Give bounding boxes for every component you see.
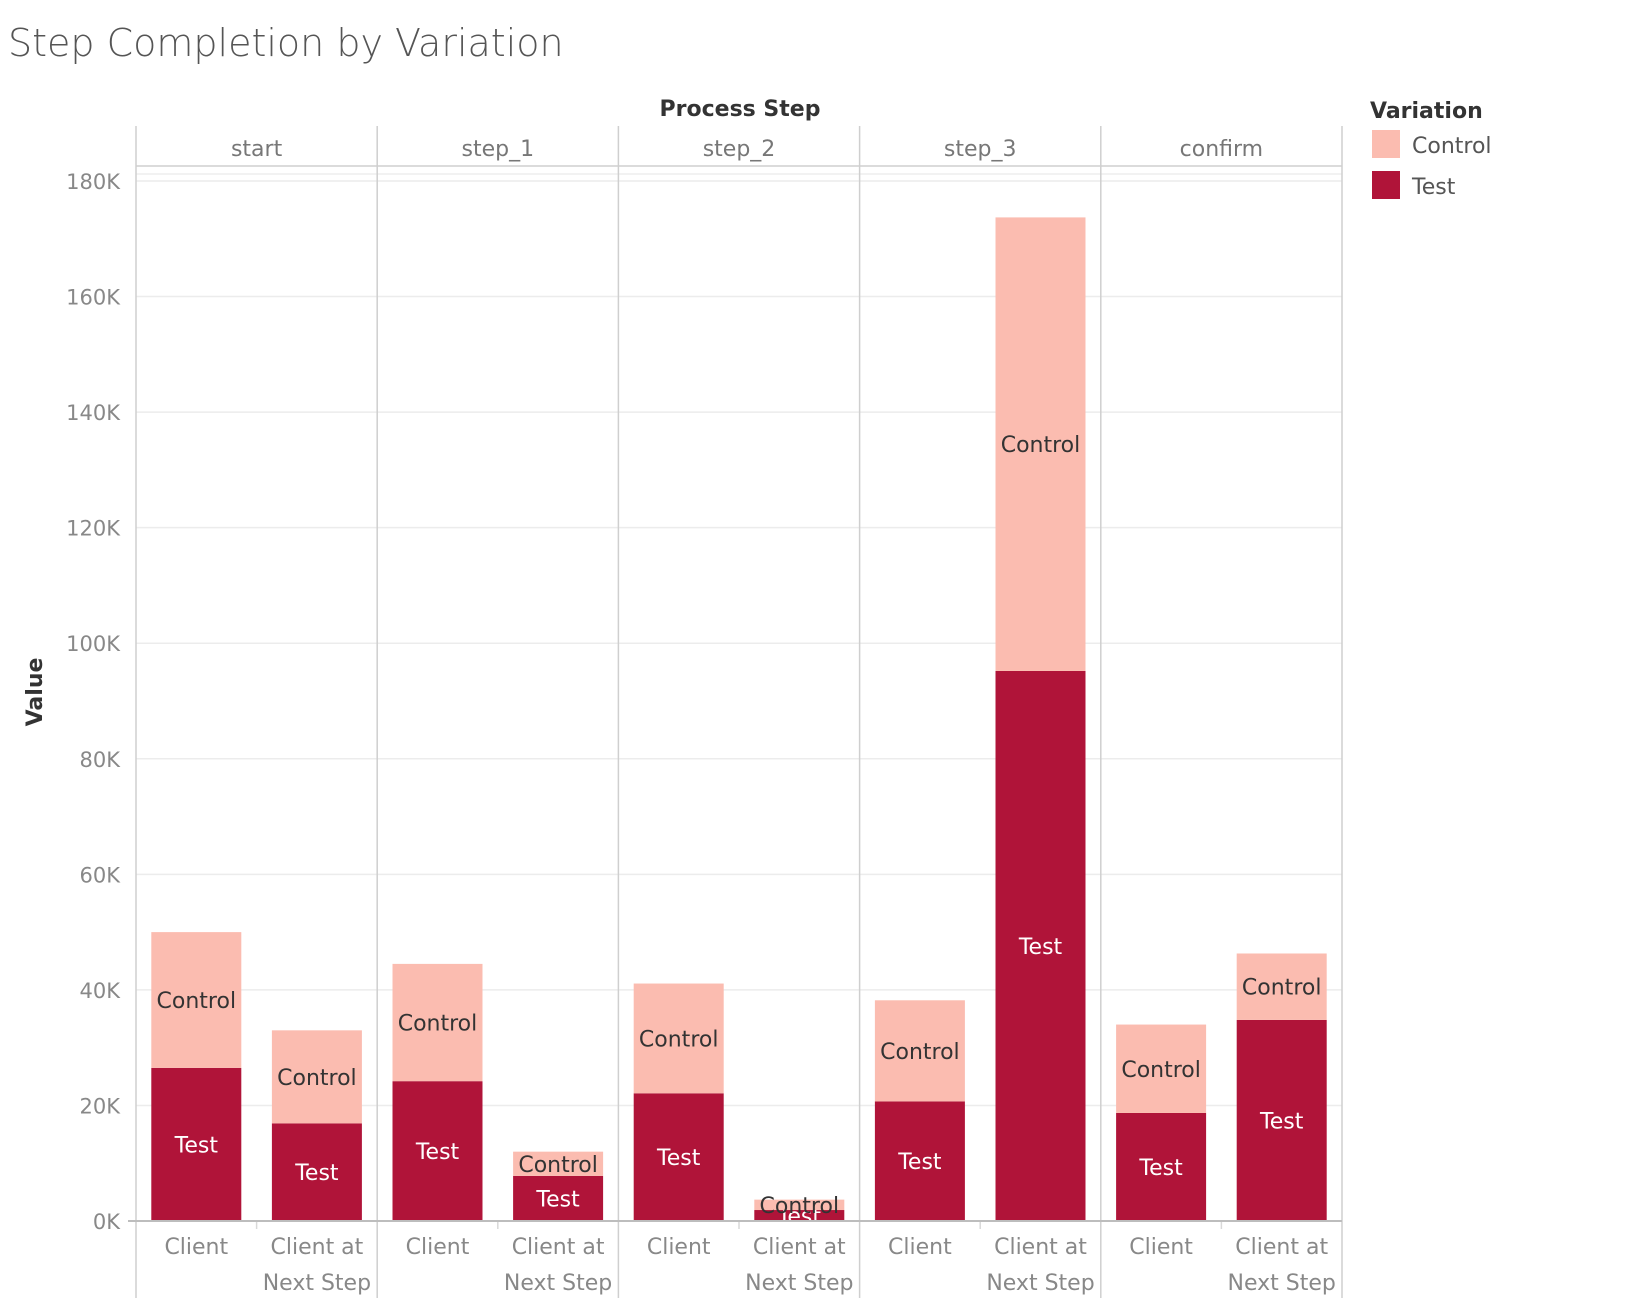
bar-segment-test [754, 1210, 845, 1221]
x-category-label: Next Step [745, 1271, 853, 1296]
x-category-label: Client at [994, 1235, 1087, 1260]
legend-label: Test [1411, 175, 1456, 200]
panel-label: confirm [1180, 137, 1263, 162]
bar-segment-control [1236, 953, 1327, 1020]
segment-label: Test [656, 1146, 701, 1171]
bar-segment-test [271, 1123, 362, 1221]
bar-segment-test [633, 1093, 724, 1221]
panel-label: step_1 [462, 137, 535, 162]
chart-title: Step Completion by Variation [8, 21, 564, 65]
x-category-label: Client at [271, 1235, 364, 1260]
panel-step_1: step_1 Test Control Client Test Control Client… [392, 137, 612, 1296]
bar-segment-test [1236, 1019, 1327, 1221]
bar-segment-control [513, 1151, 604, 1176]
x-category-label: Client [888, 1235, 952, 1260]
segment-label: Control [518, 1153, 598, 1178]
bar-segment-test [151, 1067, 242, 1221]
bar-segment-control [1116, 1024, 1207, 1113]
segment-label: Test [535, 1187, 580, 1212]
panel-step_3: step_3 Test Control Client Test Control Client… [874, 137, 1095, 1296]
segment-label: Control [398, 1012, 478, 1037]
segment-label: Test [1018, 935, 1063, 960]
segment-label: Control [1242, 976, 1322, 1001]
bar-segment-control [754, 1199, 845, 1211]
x-category-label: Next Step [1228, 1271, 1336, 1296]
bar-segment-test [874, 1101, 965, 1221]
y-axis-label: Value [23, 658, 48, 727]
segment-label: Test [1138, 1156, 1183, 1181]
segment-label: Control [880, 1040, 960, 1065]
y-axis: 0K 20K 40K 60K 80K 100K 120K 140K 160K 180K [66, 170, 136, 1234]
bar-segment-test [1116, 1112, 1207, 1221]
x-category-label: Client [647, 1235, 711, 1260]
panel-start: start Test Control Client Test Control Client … [151, 137, 371, 1296]
y-tick-label: 180K [66, 170, 121, 194]
bar-segment-control [995, 217, 1086, 671]
x-category-label: Next Step [263, 1271, 371, 1296]
panel-label: step_3 [944, 137, 1017, 162]
y-tick-label: 40K [80, 979, 122, 1003]
legend-title: Variation [1370, 99, 1483, 124]
y-tick-label: 20K [80, 1094, 122, 1118]
x-category-label: Client [164, 1235, 228, 1260]
bar-segment-test [513, 1175, 604, 1221]
bar-segment-control [271, 1030, 362, 1124]
y-tick-label: 120K [66, 517, 121, 541]
x-category-label: Next Step [504, 1271, 612, 1296]
y-tick-label: 80K [80, 748, 122, 772]
legend: Variation Control Test [1370, 99, 1492, 200]
legend-swatch-test [1372, 171, 1400, 199]
panel-confirm: confirm Test Control Client Test Control Clien… [1116, 137, 1336, 1296]
segment-label: Test [897, 1150, 942, 1175]
y-tick-label: 100K [66, 632, 121, 656]
gridlines [136, 180, 1342, 1107]
segment-label: Control [157, 989, 237, 1014]
legend-label: Control [1412, 134, 1492, 159]
panel-label: start [231, 137, 283, 162]
segment-label: Test [294, 1161, 339, 1186]
y-tick-label: 60K [80, 863, 122, 887]
segment-label: Control [1001, 433, 1081, 458]
bar-segment-control [633, 983, 724, 1094]
x-category-label: Client [1129, 1235, 1193, 1260]
x-category-label: Client [406, 1235, 470, 1260]
segment-label: Control [760, 1194, 840, 1219]
panels: start Test Control Client Test Control Client … [135, 126, 1343, 1298]
x-category-label: Client at [1235, 1235, 1328, 1260]
x-category-label: Next Step [986, 1271, 1094, 1296]
y-tick-label: 140K [66, 401, 121, 425]
segment-label: Control [639, 1027, 719, 1052]
segment-label: Test [415, 1140, 460, 1165]
y-tick-label: 160K [66, 286, 121, 310]
legend-swatch-control [1372, 130, 1400, 158]
panel-step_2: step_2TestControlClientTestControlClient… [633, 137, 853, 1296]
segment-label: Control [277, 1066, 357, 1091]
bar-segment-test [995, 670, 1086, 1221]
y-tick-label: 0K [93, 1210, 121, 1234]
segment-label: Test [1259, 1109, 1304, 1134]
segment-label: Control [1121, 1058, 1201, 1083]
bar-segment-control [874, 1000, 965, 1102]
panel-label: step_2 [703, 137, 776, 162]
bar-segment-control [151, 932, 242, 1068]
segment-label: Test [174, 1133, 219, 1158]
column-header-title: Process Step [660, 97, 821, 122]
bar-segment-control [392, 963, 483, 1082]
x-category-label: Client at [753, 1235, 846, 1260]
x-category-label: Client at [512, 1235, 605, 1260]
bar-segment-test [392, 1081, 483, 1221]
